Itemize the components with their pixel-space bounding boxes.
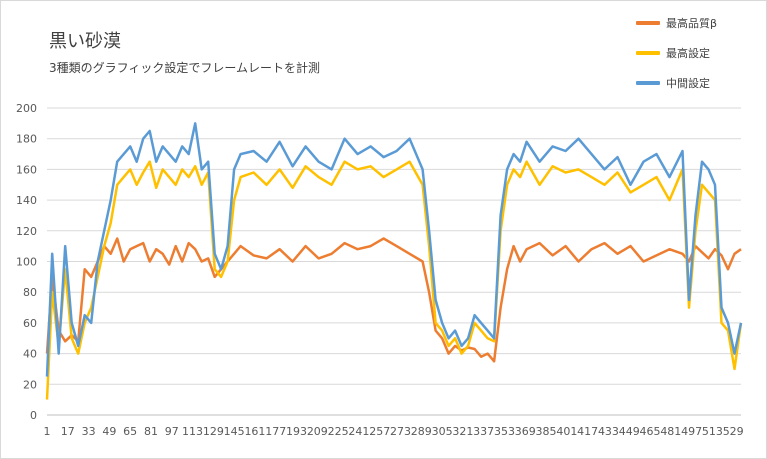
y-tick-label: 0 [30, 409, 37, 422]
legend-label-series-1: 最高品質β [666, 17, 718, 30]
y-tick-label: 140 [16, 194, 37, 207]
x-tick-label: 145 [224, 425, 245, 438]
x-tick-label: 417 [577, 425, 598, 438]
x-tick-label: 193 [286, 425, 307, 438]
series-line-3 [45, 122, 743, 377]
legend-label-series-2: 最高設定 [666, 47, 710, 60]
y-tick-label: 60 [23, 317, 37, 330]
x-tick-label: 449 [619, 425, 640, 438]
legend-swatch-series-3 [636, 81, 660, 85]
y-tick-label: 180 [16, 133, 37, 146]
x-tick-label: 321 [452, 425, 473, 438]
legend-entry-series-1: 最高品質β [636, 15, 717, 31]
y-tick-label: 120 [16, 225, 37, 238]
y-tick-label: 80 [23, 286, 37, 299]
chart-subtitle: 3種類のグラフィック設定でフレームレートを計測 [49, 61, 321, 75]
y-tick-label: 100 [16, 256, 37, 269]
y-tick-label: 40 [23, 348, 37, 361]
x-tick-label: 113 [182, 425, 203, 438]
x-tick-label: 385 [536, 425, 557, 438]
x-tick-label: 65 [123, 425, 137, 438]
x-tick-label: 1 [44, 425, 51, 438]
x-tick-label: 337 [473, 425, 494, 438]
x-tick-label: 433 [598, 425, 619, 438]
series-line-1 [45, 237, 742, 363]
series-line-2 [45, 160, 743, 400]
legend-label-series-3: 中間設定 [666, 77, 710, 90]
x-tick-label: 129 [203, 425, 224, 438]
x-tick-label: 241 [348, 425, 369, 438]
x-tick-label: 289 [411, 425, 432, 438]
legend-swatch-series-1 [636, 21, 660, 25]
x-tick-label: 49 [102, 425, 116, 438]
x-tick-label: 81 [144, 425, 158, 438]
x-tick-label: 497 [681, 425, 702, 438]
x-tick-label: 481 [660, 425, 681, 438]
x-tick-label: 257 [369, 425, 390, 438]
x-tick-label: 529 [723, 425, 744, 438]
x-tick-label: 305 [432, 425, 453, 438]
x-tick-label: 401 [556, 425, 577, 438]
y-tick-label: 160 [16, 163, 37, 176]
x-tick-label: 33 [82, 425, 96, 438]
x-tick-label: 177 [265, 425, 286, 438]
legend-entry-series-2: 最高設定 [636, 45, 710, 61]
x-tick-label: 225 [328, 425, 349, 438]
x-tick-label: 161 [244, 425, 265, 438]
x-tick-label: 513 [702, 425, 723, 438]
y-tick-label: 200 [16, 102, 37, 115]
x-tick-label: 273 [390, 425, 411, 438]
x-tick-label: 353 [494, 425, 515, 438]
x-tick-label: 97 [165, 425, 179, 438]
legend-entry-series-3: 中間設定 [636, 75, 710, 91]
x-tick-label: 369 [515, 425, 536, 438]
chart-title: 黒い砂漠 [49, 31, 121, 52]
x-tick-label: 17 [61, 425, 75, 438]
x-tick-label: 465 [640, 425, 661, 438]
x-tick-label: 209 [307, 425, 328, 438]
legend-swatch-series-2 [636, 51, 660, 55]
y-tick-label: 20 [23, 378, 37, 391]
